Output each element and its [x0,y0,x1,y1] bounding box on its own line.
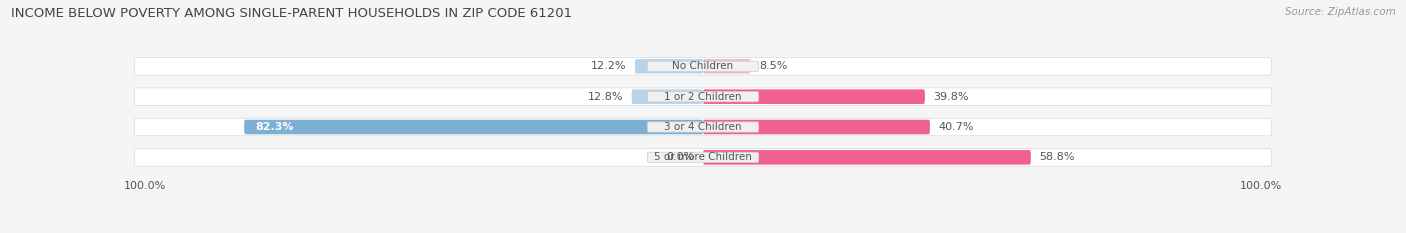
Text: 5 or more Children: 5 or more Children [654,152,752,162]
FancyBboxPatch shape [703,59,751,74]
FancyBboxPatch shape [135,149,1271,166]
FancyBboxPatch shape [135,118,1271,136]
FancyBboxPatch shape [647,92,759,102]
FancyBboxPatch shape [647,61,759,72]
FancyBboxPatch shape [245,120,703,134]
Text: 12.8%: 12.8% [588,92,623,102]
Text: 82.3%: 82.3% [256,122,294,132]
FancyBboxPatch shape [647,152,759,162]
Text: 3 or 4 Children: 3 or 4 Children [664,122,742,132]
Text: 0.0%: 0.0% [666,152,695,162]
FancyBboxPatch shape [703,150,1031,165]
Text: 58.8%: 58.8% [1039,152,1074,162]
FancyBboxPatch shape [135,88,1271,106]
Text: Source: ZipAtlas.com: Source: ZipAtlas.com [1285,7,1396,17]
Text: 40.7%: 40.7% [938,122,974,132]
FancyBboxPatch shape [135,58,1271,75]
Text: 12.2%: 12.2% [591,61,627,71]
Text: No Children: No Children [672,61,734,71]
Text: INCOME BELOW POVERTY AMONG SINGLE-PARENT HOUSEHOLDS IN ZIP CODE 61201: INCOME BELOW POVERTY AMONG SINGLE-PARENT… [11,7,572,20]
FancyBboxPatch shape [636,59,703,74]
FancyBboxPatch shape [631,89,703,104]
Text: 8.5%: 8.5% [759,61,787,71]
FancyBboxPatch shape [647,122,759,132]
Text: 39.8%: 39.8% [934,92,969,102]
FancyBboxPatch shape [703,120,929,134]
Text: 1 or 2 Children: 1 or 2 Children [664,92,742,102]
FancyBboxPatch shape [703,89,925,104]
